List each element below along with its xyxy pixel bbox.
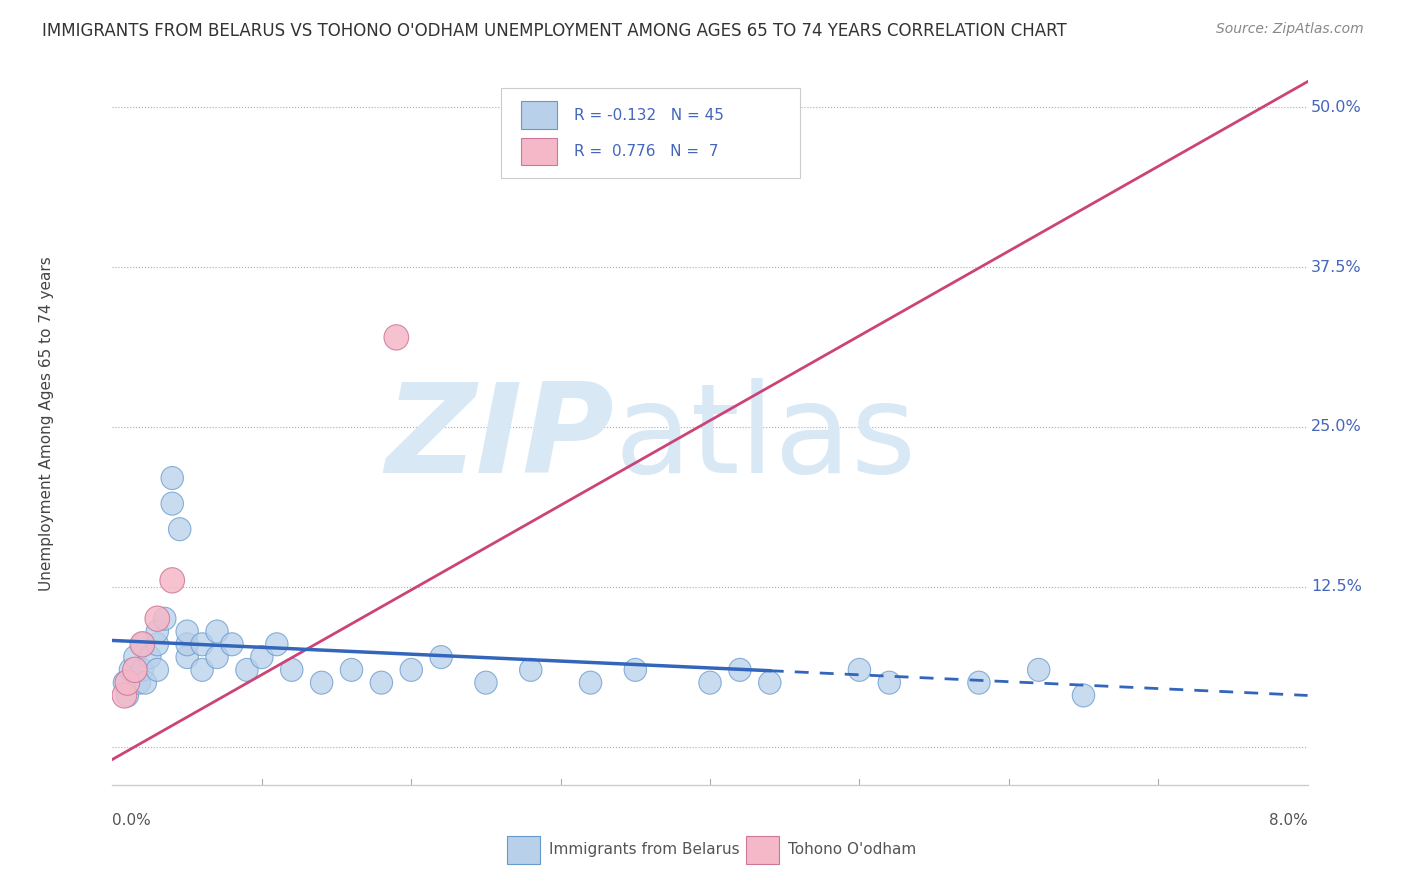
Ellipse shape bbox=[221, 632, 243, 656]
Text: Tohono O'odham: Tohono O'odham bbox=[787, 842, 915, 857]
Ellipse shape bbox=[131, 632, 153, 656]
Ellipse shape bbox=[384, 325, 409, 350]
Ellipse shape bbox=[117, 684, 139, 707]
Ellipse shape bbox=[162, 492, 183, 516]
Ellipse shape bbox=[520, 658, 541, 681]
Text: R = -0.132   N = 45: R = -0.132 N = 45 bbox=[574, 108, 724, 123]
Ellipse shape bbox=[191, 658, 214, 681]
Ellipse shape bbox=[169, 517, 191, 541]
Ellipse shape bbox=[311, 671, 333, 694]
Text: 8.0%: 8.0% bbox=[1268, 814, 1308, 828]
Text: 25.0%: 25.0% bbox=[1312, 419, 1362, 434]
Ellipse shape bbox=[153, 607, 176, 631]
Text: Immigrants from Belarus: Immigrants from Belarus bbox=[548, 842, 740, 857]
Ellipse shape bbox=[129, 632, 155, 657]
Ellipse shape bbox=[250, 646, 273, 669]
Text: ZIP: ZIP bbox=[385, 377, 614, 499]
Ellipse shape bbox=[115, 670, 139, 696]
Ellipse shape bbox=[131, 658, 153, 681]
Ellipse shape bbox=[879, 671, 900, 694]
Ellipse shape bbox=[401, 658, 422, 681]
Ellipse shape bbox=[114, 671, 135, 694]
Ellipse shape bbox=[124, 646, 146, 669]
Ellipse shape bbox=[146, 632, 169, 656]
Ellipse shape bbox=[728, 658, 751, 681]
Ellipse shape bbox=[128, 671, 150, 694]
Text: atlas: atlas bbox=[614, 377, 917, 499]
Ellipse shape bbox=[475, 671, 498, 694]
Ellipse shape bbox=[266, 632, 288, 656]
Text: 50.0%: 50.0% bbox=[1312, 100, 1362, 115]
Text: 0.0%: 0.0% bbox=[112, 814, 152, 828]
Ellipse shape bbox=[236, 658, 259, 681]
FancyBboxPatch shape bbox=[522, 137, 557, 165]
Ellipse shape bbox=[340, 658, 363, 681]
Ellipse shape bbox=[1073, 684, 1095, 707]
Ellipse shape bbox=[139, 646, 162, 669]
Ellipse shape bbox=[120, 658, 142, 681]
Ellipse shape bbox=[112, 682, 136, 708]
Ellipse shape bbox=[370, 671, 392, 694]
Ellipse shape bbox=[205, 620, 228, 643]
FancyBboxPatch shape bbox=[501, 87, 800, 178]
Ellipse shape bbox=[624, 658, 647, 681]
Ellipse shape bbox=[146, 658, 169, 681]
Ellipse shape bbox=[122, 657, 148, 682]
Text: Source: ZipAtlas.com: Source: ZipAtlas.com bbox=[1216, 22, 1364, 37]
Ellipse shape bbox=[145, 606, 170, 632]
Ellipse shape bbox=[176, 646, 198, 669]
FancyBboxPatch shape bbox=[508, 836, 540, 864]
Text: 37.5%: 37.5% bbox=[1312, 260, 1362, 275]
Ellipse shape bbox=[146, 620, 169, 643]
Text: 12.5%: 12.5% bbox=[1312, 579, 1362, 594]
Ellipse shape bbox=[205, 646, 228, 669]
Ellipse shape bbox=[579, 671, 602, 694]
Ellipse shape bbox=[430, 646, 453, 669]
Ellipse shape bbox=[191, 632, 214, 656]
Ellipse shape bbox=[176, 620, 198, 643]
Ellipse shape bbox=[699, 671, 721, 694]
Ellipse shape bbox=[1028, 658, 1050, 681]
Ellipse shape bbox=[160, 567, 184, 593]
Ellipse shape bbox=[176, 632, 198, 656]
Ellipse shape bbox=[162, 467, 183, 490]
Text: Unemployment Among Ages 65 to 74 years: Unemployment Among Ages 65 to 74 years bbox=[39, 256, 55, 591]
Text: IMMIGRANTS FROM BELARUS VS TOHONO O'ODHAM UNEMPLOYMENT AMONG AGES 65 TO 74 YEARS: IMMIGRANTS FROM BELARUS VS TOHONO O'ODHA… bbox=[42, 22, 1067, 40]
Ellipse shape bbox=[759, 671, 780, 694]
FancyBboxPatch shape bbox=[522, 102, 557, 129]
Ellipse shape bbox=[281, 658, 302, 681]
Ellipse shape bbox=[134, 671, 156, 694]
Text: R =  0.776   N =  7: R = 0.776 N = 7 bbox=[574, 144, 718, 159]
Ellipse shape bbox=[848, 658, 870, 681]
FancyBboxPatch shape bbox=[747, 836, 779, 864]
Ellipse shape bbox=[967, 671, 990, 694]
